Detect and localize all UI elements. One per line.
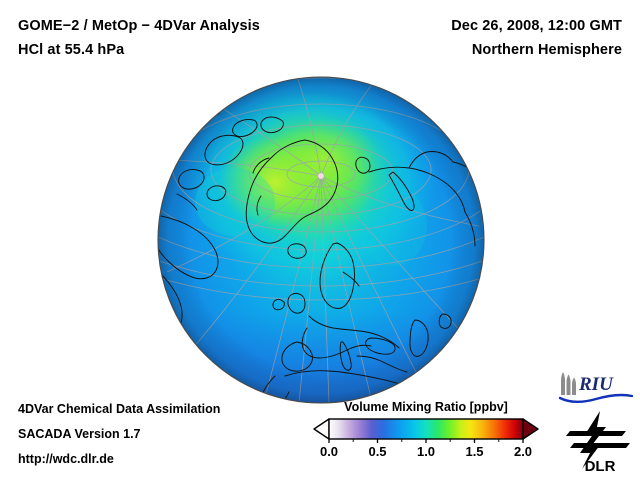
dlr-logo: DLR [566, 411, 630, 473]
footer-line-url: http://wdc.dlr.de [18, 452, 114, 466]
north-pole-marker [317, 172, 325, 180]
figure-title-line1: GOME−2 / MetOp − 4DVar Analysis [18, 18, 260, 34]
colorbar-tick-3: 1.5 [465, 444, 484, 459]
dlr-mark-icon [566, 411, 630, 469]
colorbar-minor-ticks [352, 439, 500, 442]
colorbar-gradient [328, 418, 524, 440]
globe-outline [157, 76, 485, 404]
colorbar-tick-4: 2.0 [513, 444, 533, 459]
colorbar-extend-high [522, 418, 539, 440]
figure-title-line2: HCl at 55.4 hPa [18, 42, 125, 58]
coastline-alaska [186, 110, 220, 115]
dlr-wordmark: DLR [585, 458, 616, 473]
colorbar-extend-low [313, 418, 330, 440]
riu-towers-icon [561, 372, 576, 395]
globe-map [157, 76, 485, 404]
colorbar-tick-1: 0.5 [368, 444, 387, 459]
colorbar-tick-labels: 0.0 0.5 1.0 1.5 2.0 [313, 444, 539, 462]
footer-line-version: SACADA Version 1.7 [18, 427, 141, 441]
footer-line-method: 4DVar Chemical Data Assimilation [18, 402, 221, 416]
riu-wordmark: RIU [578, 374, 614, 395]
colorbar-title: Volume Mixing Ratio [ppbv] [344, 400, 508, 414]
figure-region-label: Northern Hemisphere [471, 42, 622, 58]
riu-wave-icon [558, 393, 634, 404]
riu-logo: RIU [558, 372, 634, 404]
globe-limb-shading [158, 77, 484, 403]
colorbar: Volume Mixing Ratio [ppbv] [313, 400, 539, 462]
colorbar-ramp [313, 418, 539, 443]
orthographic-projection [157, 76, 485, 404]
colorbar-tick-0: 0.0 [319, 444, 339, 459]
figure-timestamp: Dec 26, 2008, 12:00 GMT [451, 18, 622, 34]
colorbar-tick-2: 1.0 [416, 444, 436, 459]
colorbar-ticks [328, 439, 524, 443]
